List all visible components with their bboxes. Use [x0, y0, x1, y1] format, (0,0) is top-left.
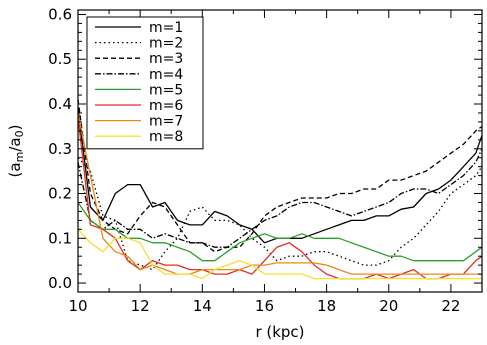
y-axis-title-sub1: m: [13, 152, 26, 163]
axis-ticks: [77, 10, 483, 292]
x-axis-title: r (kpc): [255, 323, 304, 341]
plot-lines: [77, 99, 483, 280]
series-line-m-7: [77, 112, 482, 275]
y-tick-label: 0.4: [48, 95, 72, 113]
plot-frame: [77, 9, 483, 293]
x-tick-label: 10: [68, 297, 87, 315]
x-tick-label: 16: [255, 297, 274, 315]
legend-label: m=4: [149, 67, 183, 83]
y-tick-label: 0.6: [48, 5, 72, 23]
x-tick-label: 12: [131, 297, 150, 315]
y-axis-title-sub2: 0: [13, 130, 26, 137]
y-tick-label: 0.0: [48, 274, 72, 292]
y-axis-title-end: ): [6, 125, 24, 131]
legend-label: m=5: [149, 82, 183, 98]
y-tick-label: 0.2: [48, 185, 72, 203]
x-tick-label: 18: [317, 297, 336, 315]
legend-label: m=6: [149, 98, 183, 114]
x-tick-label: 14: [193, 297, 212, 315]
series-line-m-5: [77, 202, 483, 262]
series-line-m-4: [77, 148, 483, 248]
legend-label: m=2: [149, 36, 183, 52]
tick-labels: 10 12 14 16 18 20 22 0.0 0.1 0.2 0.3 0.4 0.5 0.6: [48, 5, 460, 315]
y-tick-label: 0.3: [48, 140, 72, 158]
series-line-m-3: [77, 99, 483, 253]
y-tick-label: 0.5: [48, 50, 72, 68]
legend-label: m=1: [149, 20, 183, 36]
legend-label: m=3: [149, 51, 183, 67]
x-tick-label: 22: [441, 297, 460, 315]
y-tick-label: 0.1: [48, 229, 72, 247]
legend-label: m=7: [149, 114, 183, 130]
x-tick-label: 20: [379, 297, 398, 315]
y-axis-title: (am/a0): [6, 125, 26, 178]
y-axis-title-main: (a: [6, 162, 24, 177]
legend: m=1m=2m=3m=4m=5m=6m=7m=8: [86, 16, 204, 150]
legend-box: [86, 16, 204, 150]
legend-label: m=8: [149, 129, 183, 145]
y-axis-title-mid: /a: [6, 137, 24, 151]
series-line-m-8: [77, 228, 482, 280]
